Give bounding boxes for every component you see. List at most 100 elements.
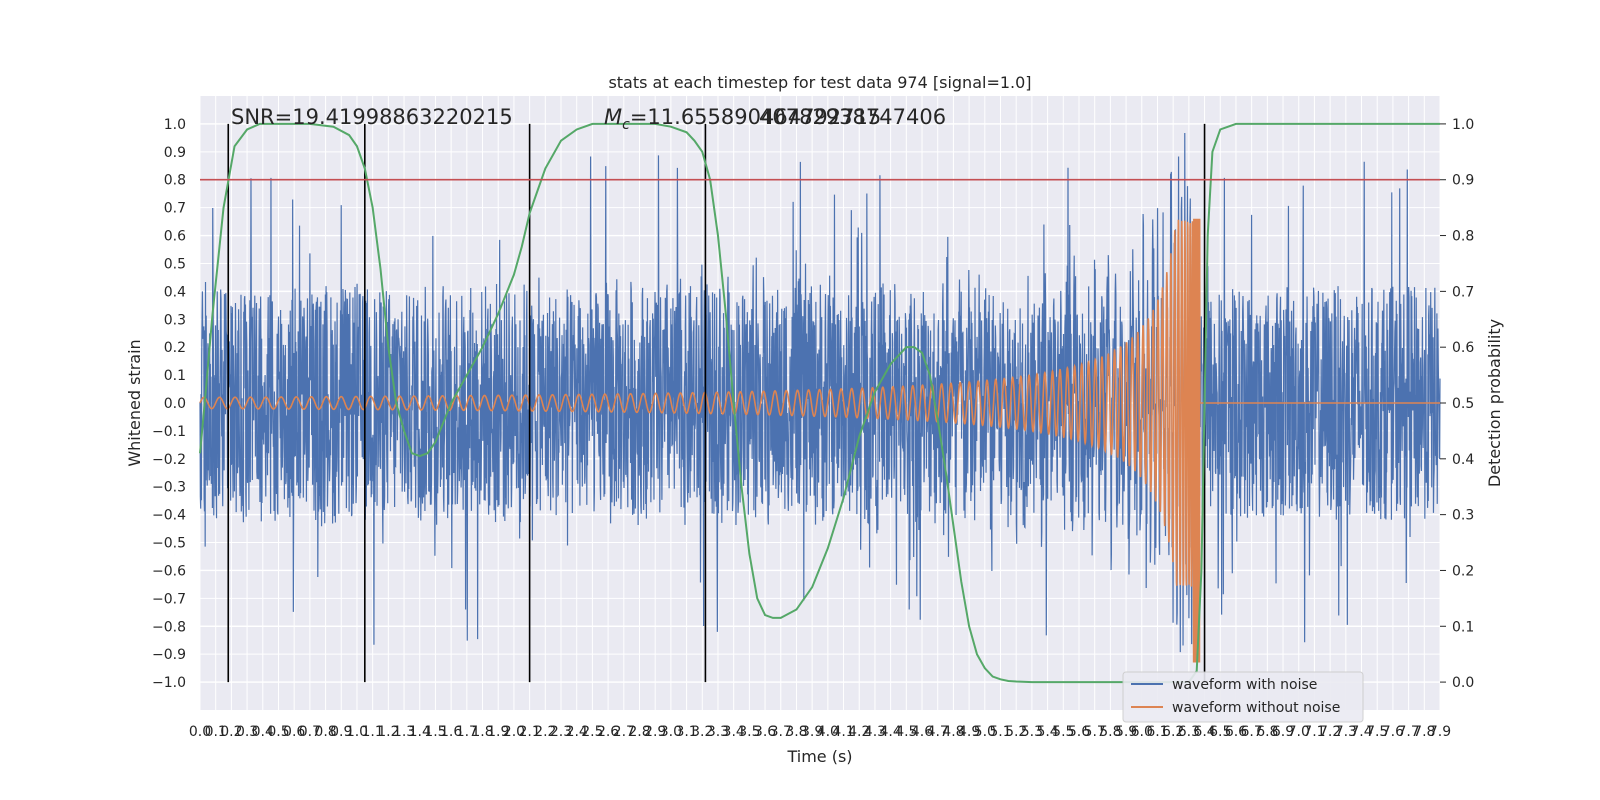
x-tick-label: 6.2 (1162, 724, 1184, 740)
x-tick-label: 1.2 (377, 724, 399, 740)
x-tick-label: 2.2 (534, 724, 556, 740)
x-tick-label: 5.7 (1084, 724, 1106, 740)
y-tick-label: 0.7 (164, 201, 186, 217)
y-tick-label: −0.1 (152, 424, 186, 440)
y-tick-label: 0.5 (164, 256, 186, 272)
chart-title: stats at each timestep for test data 974… (608, 73, 1031, 92)
x-tick-label: 6.1 (1146, 724, 1168, 740)
x-tick-label: 1.1 (362, 724, 384, 740)
snr-annotation: SNR=19.41998863220215 (231, 105, 513, 129)
x-tick-label: 3.4 (723, 724, 745, 740)
x-tick-label: 4.0 (817, 724, 839, 740)
mc-subscript: c (622, 117, 630, 133)
x-tick-label: 6.4 (1193, 724, 1215, 740)
x-tick-label: 4.8 (942, 724, 964, 740)
x-tick-label: 3.8 (785, 724, 807, 740)
x-tick-label: 0.3 (236, 724, 258, 740)
x-tick-label: 6.0 (1131, 724, 1153, 740)
legend-label-waveform-without-noise: waveform without noise (1172, 700, 1340, 716)
x-tick-label: 0.1 (205, 724, 227, 740)
x-tick-label: 3.1 (675, 724, 697, 740)
y-tick-label: −0.6 (152, 563, 186, 579)
x-tick-label: 4.3 (864, 724, 886, 740)
y2-axis-label: Detection probability (1485, 319, 1504, 487)
y-tick-label: 0.0 (164, 396, 186, 412)
x-tick-label: 7.3 (1335, 724, 1357, 740)
legend: waveform with noise waveform without noi… (1122, 671, 1364, 723)
x-tick-label: 2.3 (550, 724, 572, 740)
y-tick-label: 0.9 (164, 145, 186, 161)
y2-tick-label: 0.9 (1452, 173, 1474, 189)
y-axis-label: Whitened strain (125, 339, 144, 466)
x-tick-label: 5.1 (989, 724, 1011, 740)
x-tick-label: 7.0 (1288, 724, 1310, 740)
x-tick-label: 6.9 (1272, 724, 1294, 740)
x-tick-label: 4.7 (927, 724, 949, 740)
x-tick-label: 7.6 (1382, 724, 1404, 740)
x-tick-label: 7.4 (1350, 724, 1372, 740)
x-tick-label: 7.8 (1413, 724, 1435, 740)
x-tick-label: 5.3 (1021, 724, 1043, 740)
mc-symbol: M (604, 105, 622, 129)
y-tick-label: −0.2 (152, 452, 186, 468)
y2-tick-label: 0.4 (1452, 452, 1474, 468)
y-tick-label: 0.3 (164, 312, 186, 328)
y2-tick-label: 0.3 (1452, 508, 1474, 524)
y-tick-label: −0.4 (152, 508, 186, 524)
x-tick-label: 2.8 (628, 724, 650, 740)
y-ticks: −1.0 −0.9 −0.8 −0.7 −0.6 −0.5 −0.4 −0.3 −0.2 −0.1… (152, 117, 186, 691)
x-tick-label: 4.5 (895, 724, 917, 740)
clean-waveform-line (199, 218, 1440, 663)
mc-value: =11.655890464792715 (630, 105, 881, 129)
x-tick-label: 0.7 (299, 724, 321, 740)
x-tick-label: 0.0 (189, 724, 211, 740)
y2-tick-label: 0.8 (1452, 229, 1474, 245)
x-tick-label: 1.5 (424, 724, 446, 740)
x-tick-label: 1.6 (440, 724, 462, 740)
y2-tick-label: 0.0 (1452, 675, 1474, 691)
legend-box (1122, 671, 1364, 723)
x-tick-label: 1.4 (409, 724, 431, 740)
y2-tick-label: 0.5 (1452, 396, 1474, 412)
x-tick-label: 4.6 (911, 724, 933, 740)
x-tick-label: 4.1 (832, 724, 854, 740)
y-tick-label: 0.2 (164, 340, 186, 356)
y2-tick-label: 1.0 (1452, 117, 1474, 133)
x-tick-label: 5.5 (1052, 724, 1074, 740)
y-tick-label: −0.3 (152, 480, 186, 496)
y2-tick-label: 0.6 (1452, 340, 1474, 356)
x-tick-label: 1.8 (471, 724, 493, 740)
y-tick-label: 0.6 (164, 229, 186, 245)
series-waveform-with-noise (199, 133, 1441, 653)
x-tick-label: 7.2 (1319, 724, 1341, 740)
x-tick-label: 0.8 (314, 724, 336, 740)
x-tick-label: 2.0 (503, 724, 525, 740)
x-tick-label: 1.3 (393, 724, 415, 740)
x-tick-label: 5.8 (1099, 724, 1121, 740)
x-tick-label: 5.6 (1068, 724, 1090, 740)
y-tick-label: 0.1 (164, 368, 186, 384)
x-tick-label: 1.0 (346, 724, 368, 740)
y-tick-label: 0.4 (164, 284, 186, 300)
x-tick-label: 5.2 (1005, 724, 1027, 740)
x-tick-label: 2.1 (518, 724, 540, 740)
x-tick-label: 3.9 (801, 724, 823, 740)
x-tick-label: 3.3 (707, 724, 729, 740)
series-detection-probability (199, 122, 1440, 684)
y-tick-label: −0.7 (152, 591, 186, 607)
x-tick-label: 0.6 (283, 724, 305, 740)
y2-tick-label: 0.1 (1452, 619, 1474, 635)
x-tick-label: 5.9 (1115, 724, 1137, 740)
x-tick-label: 3.5 (738, 724, 760, 740)
noise-waveform-line (199, 133, 1441, 653)
x-tick-label: 2.5 (581, 724, 603, 740)
y-tick-label: 1.0 (164, 117, 186, 133)
x-tick-label: 1.7 (456, 724, 478, 740)
x-tick-label: 6.8 (1256, 724, 1278, 740)
x-axis-label: Time (s) (786, 747, 852, 766)
x-tick-label: 5.0 (974, 724, 996, 740)
x-tick-label: 3.0 (660, 724, 682, 740)
mc-annotation: Mc=11.655890464792715 (604, 105, 881, 133)
y2-tick-label: 0.2 (1452, 563, 1474, 579)
